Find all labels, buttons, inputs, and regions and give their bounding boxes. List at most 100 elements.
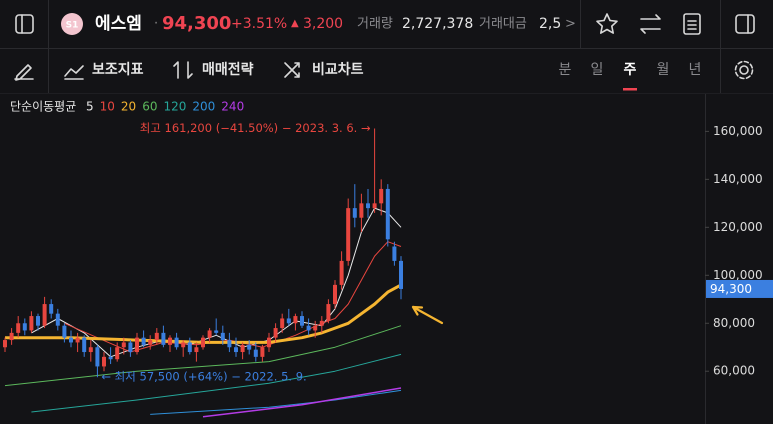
memo-button[interactable] [683,13,701,35]
candle-body [69,337,73,343]
favorite-button[interactable] [596,13,618,34]
volume: 2,727,378 [402,16,473,32]
candle-body [392,246,397,261]
more-button[interactable]: > [565,17,576,32]
y-tick-label: 140,000 [713,172,763,186]
candle-body [346,208,351,261]
candle-body [88,347,93,353]
candle-body [3,340,7,348]
candle-body [16,323,21,333]
candle-body [135,337,139,353]
candle-body [49,304,54,314]
candle-body [22,323,27,331]
last-price-label: 94,300 [710,282,752,296]
swap-button[interactable] [640,14,661,34]
legend-entry: 60 [142,100,157,114]
period-button[interactable]: 주 [624,62,637,78]
legend-entry: 10 [100,100,115,114]
candle-body [154,332,159,341]
annotation: 최고 161,200 (−41.50%) − 2023. 3. 6. → [140,121,371,135]
moving-average-line [64,241,402,353]
candle-body [273,328,278,338]
candle-body [187,342,192,353]
tool-button[interactable]: 매매전략 [202,61,254,78]
logo-text: S1 [66,21,79,31]
candle-body [174,337,179,348]
moving-average-line [150,389,402,415]
candle-body [168,337,172,345]
candle-body [42,304,47,326]
candle-body [385,188,390,240]
candle-body [366,203,370,209]
candle-body [95,347,100,367]
candle-body [359,203,364,218]
candle-body [161,332,166,345]
candle-body [128,342,133,353]
moving-average-line [202,387,402,418]
change-mark: ▲ [291,18,299,29]
price: 94,300 [162,13,231,34]
candle-body [82,337,87,353]
logo [61,13,83,35]
moving-average-line [4,325,402,387]
candle-body [352,208,357,218]
candle-body [141,337,146,345]
candle-body [214,330,219,333]
panel-button[interactable] [735,14,755,34]
pointer-arrow [411,305,444,325]
candle-body [253,349,258,357]
period-underline [623,88,637,91]
candle-body [220,332,225,341]
sidebar-button[interactable] [15,14,34,34]
draw-button[interactable] [14,64,34,81]
period-button[interactable]: 분 [559,62,572,78]
volume-label: 거래량 [357,17,393,32]
candle-body [36,316,40,326]
legend-entry: 20 [121,100,136,114]
candle-body [181,342,186,348]
candle-body [234,347,238,353]
period-button[interactable]: 일 [591,62,604,78]
y-tick-label: 120,000 [713,220,763,234]
candle-body [399,260,403,289]
separator: · [154,17,158,32]
candle-body [267,337,271,348]
tool-button[interactable]: 비교차트 [312,62,364,78]
candle-body [121,342,126,348]
candle-body [201,337,205,348]
candle-body [108,356,113,360]
legend-entry: 240 [221,100,244,114]
tool-button[interactable]: 보조지표 [92,62,144,78]
moving-average-line [31,353,402,413]
period-button[interactable]: 년 [689,62,702,78]
compare-icon [284,62,300,78]
candle-body [62,325,67,338]
candle-body [293,316,298,324]
amount: 2,5 [539,16,561,32]
candle-body [260,347,265,357]
candle-body [194,347,199,353]
candle-body [319,320,324,326]
candle-body [148,340,153,345]
candle-body [115,347,120,360]
last-price-box [706,279,773,298]
settings-button[interactable] [734,60,754,80]
candle-body [240,344,245,353]
strategy-icon [173,61,193,79]
candle-body [379,188,384,204]
candle-body [227,340,232,348]
change-rate: +3.51% [231,16,287,32]
candle-body [313,325,318,331]
candle-body [339,260,344,285]
candle-body [55,313,60,326]
period-button[interactable]: 월 [657,62,670,78]
candle-body [306,325,311,331]
candle-body [207,330,212,338]
candle-body [75,337,80,343]
candle-body [9,332,14,341]
stock-name: 에스엠 [95,14,142,34]
amount-label: 거래대금 [479,17,527,32]
legend-entry: 120 [163,100,186,114]
candle-body [333,284,337,305]
